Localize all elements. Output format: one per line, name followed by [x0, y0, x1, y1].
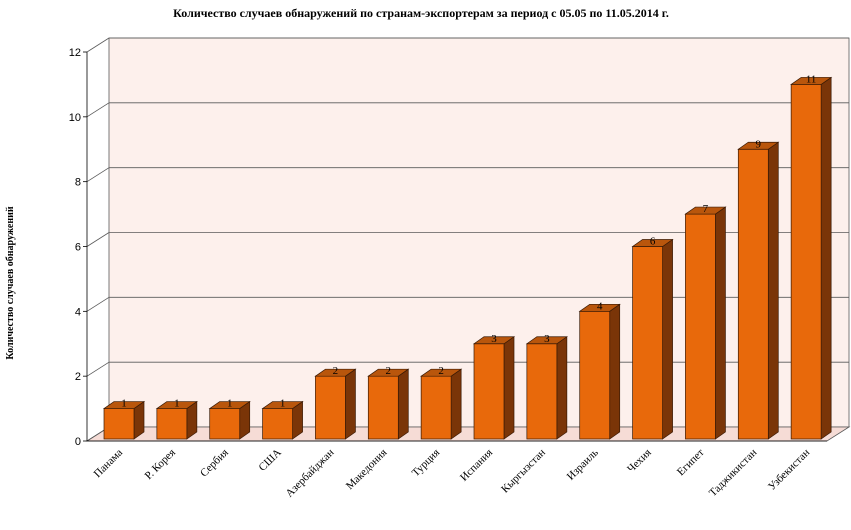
x-tick-label: Израиль: [565, 447, 601, 483]
bar-side: [662, 238, 673, 440]
bar-side: [450, 368, 462, 440]
bar-top: [261, 401, 304, 409]
gridline-diag: [86, 102, 110, 118]
y-tick-label: 0: [75, 436, 81, 448]
bar-side: [503, 336, 515, 440]
data-label: 2: [333, 365, 339, 377]
bar: [262, 408, 293, 440]
bar: [420, 375, 452, 440]
bar: [315, 375, 346, 440]
x-tick-label: Испания: [458, 447, 495, 484]
bar: [526, 343, 558, 440]
x-tick-label: Таджикистан: [707, 447, 760, 500]
x-tick-label: Азербайджан: [284, 447, 337, 500]
bar-top: [314, 368, 357, 377]
bar-side: [609, 303, 621, 440]
y-tick-label: 4: [75, 306, 81, 318]
y-tick-label: 8: [75, 177, 81, 189]
bar: [685, 213, 716, 440]
x-tick-label: Панама: [92, 447, 126, 481]
plot-floor: [85, 426, 851, 442]
data-label: 3: [491, 333, 497, 345]
bar-side: [556, 336, 568, 440]
x-tick-label: Р. Корея: [143, 447, 178, 482]
gridline-diag: [86, 361, 110, 377]
bar-top: [790, 77, 833, 85]
bar-top: [525, 336, 568, 345]
bar-top: [420, 368, 463, 377]
data-label: 9: [756, 138, 762, 150]
y-tick-label: 12: [69, 47, 81, 59]
data-label: 2: [438, 365, 444, 377]
y-tick-label: 6: [75, 242, 81, 254]
bar: [790, 84, 822, 440]
gridline-diag: [86, 232, 110, 247]
bar: [367, 375, 399, 440]
bar-side: [397, 368, 409, 440]
gridline-diag: [86, 37, 110, 53]
bar-top: [208, 401, 251, 409]
bar: [632, 246, 663, 440]
chart-title: Количество случаев обнаружений по страна…: [173, 6, 669, 20]
gridline-diag: [86, 296, 110, 312]
data-label: 4: [597, 300, 603, 312]
bar: [579, 310, 611, 440]
data-label: 3: [544, 333, 550, 345]
data-label: 1: [280, 398, 286, 410]
bar-top: [155, 401, 198, 409]
gridline-diag: [86, 167, 110, 183]
data-label: 6: [650, 236, 656, 248]
bar: [209, 408, 241, 440]
data-label: 2: [386, 365, 392, 377]
data-label: 11: [806, 73, 817, 85]
bar-top: [102, 401, 146, 409]
x-tick-label: Узбекистан: [766, 447, 812, 493]
x-tick-label: Египет: [675, 447, 707, 479]
data-label: 7: [703, 203, 709, 215]
data-label: 1: [227, 398, 233, 410]
bar-side: [345, 368, 356, 440]
bar-top: [684, 206, 727, 215]
bar-top: [367, 368, 410, 377]
bar-top: [578, 303, 621, 312]
y-axis-label: Количество случаев обнаружений: [5, 206, 16, 360]
x-tick-label: США: [257, 447, 284, 474]
y-tick-label: 2: [75, 371, 81, 383]
bar-side: [715, 206, 726, 440]
y-tick-label: 10: [69, 112, 81, 124]
x-tick-label: Кыргызстан: [499, 447, 548, 496]
x-tick-label: Сербия: [198, 447, 231, 480]
bar: [156, 408, 188, 440]
bar-side: [820, 76, 832, 440]
bar-top: [631, 239, 674, 247]
data-label: 1: [174, 398, 180, 410]
x-tick-label: Македония: [344, 447, 390, 493]
x-tick-label: Чехия: [625, 447, 654, 476]
bar-top: [737, 141, 780, 150]
plot-area: 0 2 4 6 8 10 12 1 Панама 1 Р. Корея 1 Сербия 1 США 2 Азе…: [69, 37, 851, 500]
bar-side: [767, 141, 779, 440]
data-label: 1: [121, 398, 127, 410]
bar: [103, 408, 135, 440]
bar-top: [472, 336, 516, 345]
bar: [473, 343, 505, 440]
bar: [737, 148, 769, 440]
x-tick-label: Турция: [410, 447, 443, 480]
